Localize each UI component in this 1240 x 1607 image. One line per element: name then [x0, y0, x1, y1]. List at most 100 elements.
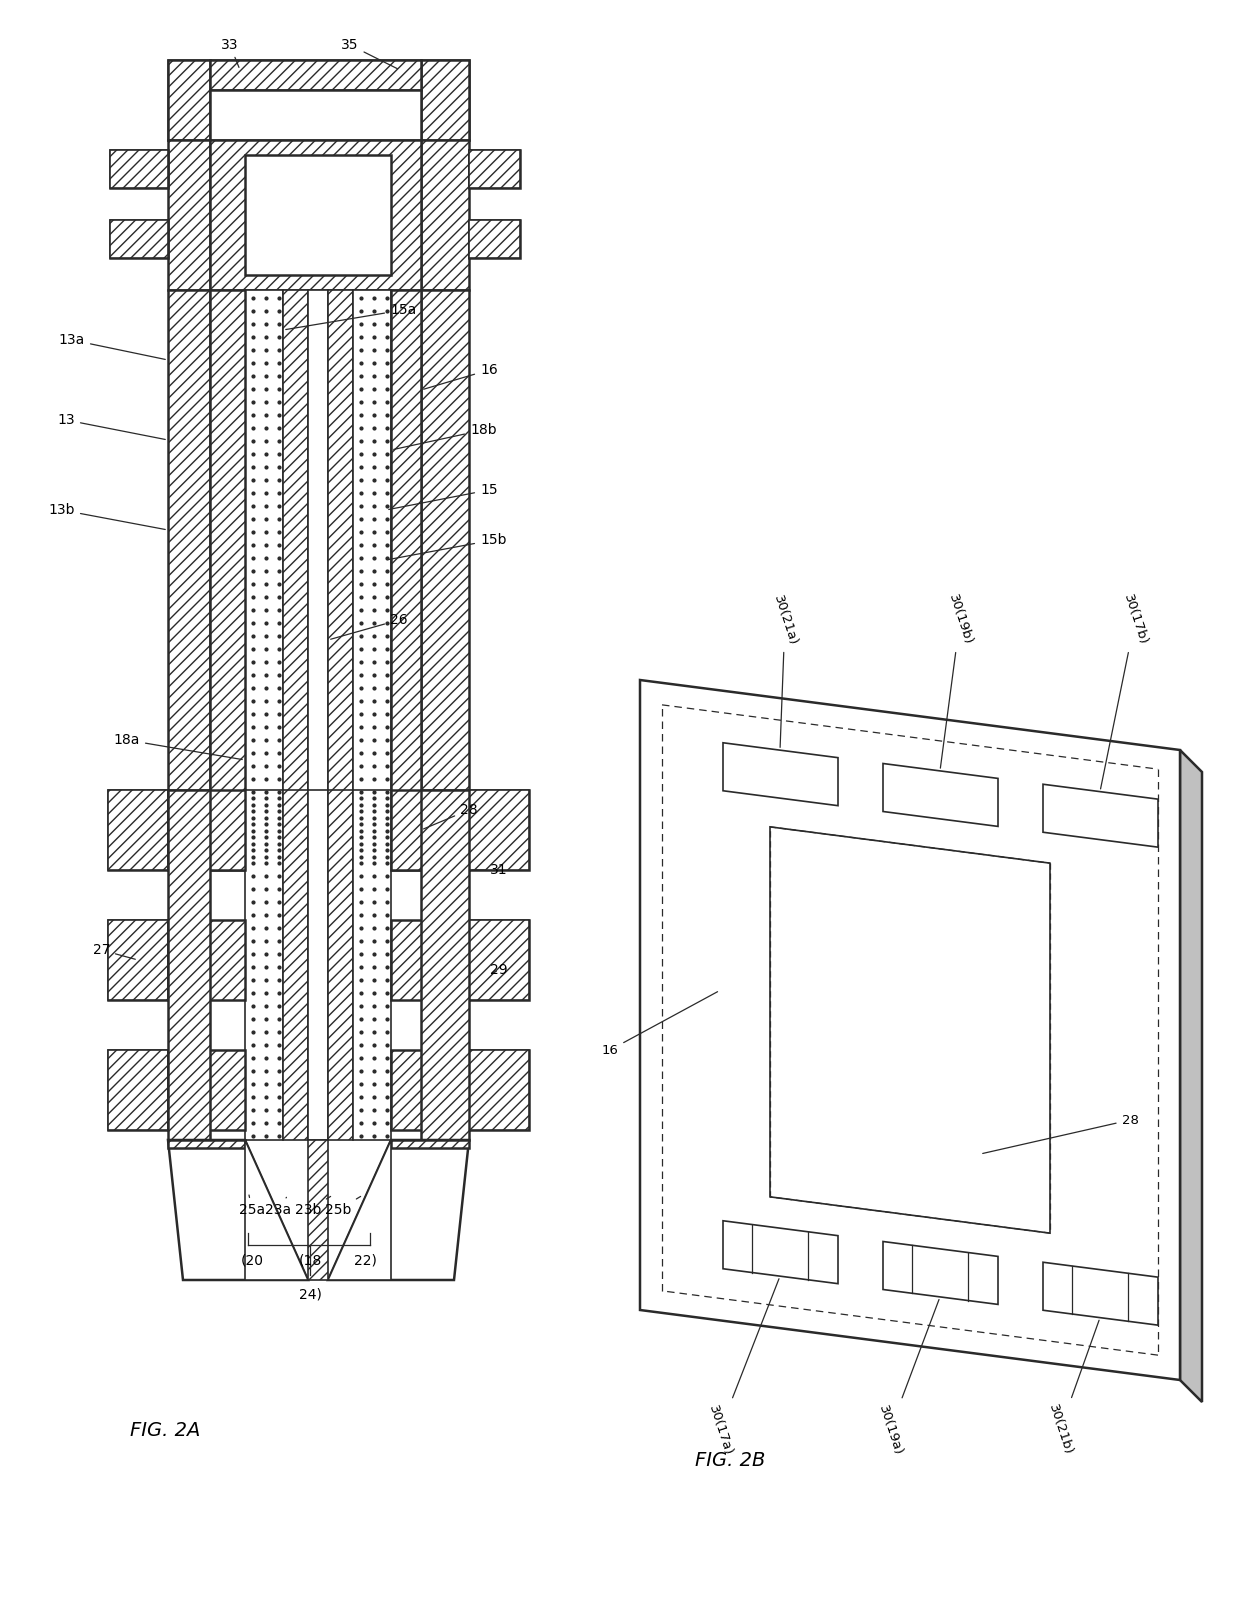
Bar: [422, 59, 469, 140]
Bar: [469, 220, 520, 259]
Polygon shape: [1043, 1261, 1158, 1326]
Bar: [391, 919, 469, 1000]
Text: 24): 24): [299, 1287, 321, 1302]
Bar: [108, 1049, 167, 1130]
Bar: [469, 1049, 529, 1130]
Polygon shape: [329, 1139, 469, 1281]
Bar: [469, 220, 520, 259]
Bar: [422, 791, 469, 1139]
Bar: [469, 791, 529, 869]
Bar: [329, 289, 353, 869]
Text: (20: (20: [241, 1253, 263, 1266]
Text: 35: 35: [341, 39, 398, 69]
Text: FIG. 2A: FIG. 2A: [130, 1421, 200, 1440]
Bar: [108, 919, 167, 1000]
Bar: [110, 220, 167, 259]
Bar: [210, 72, 422, 129]
Bar: [210, 140, 422, 289]
Bar: [283, 289, 308, 869]
Polygon shape: [246, 1139, 308, 1281]
Text: 18a: 18a: [114, 733, 242, 760]
Bar: [329, 791, 353, 1139]
Bar: [469, 149, 520, 188]
Bar: [167, 919, 246, 1000]
Bar: [283, 791, 308, 1139]
Polygon shape: [883, 1242, 998, 1305]
Bar: [469, 919, 529, 1000]
Text: 28: 28: [424, 804, 477, 829]
Bar: [108, 791, 167, 869]
Text: 15b: 15b: [388, 534, 506, 559]
Text: 23a: 23a: [265, 1197, 291, 1216]
Bar: [108, 1049, 167, 1130]
Polygon shape: [770, 828, 1050, 1233]
Text: 16: 16: [601, 992, 718, 1056]
Text: 23b: 23b: [295, 1197, 331, 1216]
Bar: [167, 59, 210, 140]
Bar: [108, 791, 167, 869]
Bar: [110, 149, 167, 188]
Text: 30(21b): 30(21b): [1045, 1321, 1099, 1458]
Bar: [167, 791, 246, 869]
Text: 13b: 13b: [48, 503, 165, 529]
Bar: [469, 1049, 529, 1130]
Bar: [167, 1139, 246, 1147]
Text: 15a: 15a: [285, 304, 417, 329]
Polygon shape: [883, 763, 998, 826]
Text: 22): 22): [353, 1253, 377, 1266]
Bar: [308, 289, 329, 869]
Polygon shape: [308, 1139, 329, 1281]
Bar: [246, 154, 391, 275]
Bar: [210, 289, 246, 869]
Text: 30(19b): 30(19b): [940, 593, 975, 768]
Bar: [422, 289, 469, 869]
Bar: [391, 1139, 469, 1147]
Bar: [108, 919, 167, 1000]
Text: 29: 29: [490, 963, 507, 977]
Polygon shape: [167, 1139, 308, 1281]
Bar: [391, 1049, 469, 1130]
Text: 30(21a): 30(21a): [771, 593, 800, 747]
Text: FIG. 2B: FIG. 2B: [694, 1451, 765, 1469]
Text: 27: 27: [93, 943, 135, 959]
Bar: [167, 59, 469, 140]
Text: 28: 28: [983, 1114, 1138, 1154]
Bar: [210, 90, 422, 140]
Bar: [210, 59, 422, 90]
Polygon shape: [1180, 750, 1202, 1401]
Polygon shape: [640, 680, 1180, 1380]
Bar: [469, 791, 529, 869]
Bar: [167, 140, 210, 289]
Text: 16: 16: [424, 363, 497, 389]
Text: 13: 13: [57, 413, 165, 439]
Text: 25b: 25b: [325, 1197, 361, 1216]
Bar: [469, 919, 529, 1000]
Polygon shape: [723, 1221, 838, 1284]
Polygon shape: [329, 1139, 391, 1281]
Bar: [422, 140, 469, 289]
Text: 30(19a): 30(19a): [875, 1300, 939, 1458]
Bar: [110, 220, 167, 259]
Bar: [353, 791, 391, 1139]
Bar: [167, 289, 210, 869]
Bar: [246, 791, 283, 1139]
Bar: [167, 791, 210, 1139]
Text: 26: 26: [331, 612, 408, 640]
Text: 13a: 13a: [58, 333, 165, 360]
Text: (18: (18: [299, 1253, 321, 1266]
Bar: [391, 791, 469, 869]
Text: 30(17a): 30(17a): [706, 1279, 779, 1458]
Text: 33: 33: [221, 39, 239, 67]
Bar: [167, 1049, 246, 1130]
Text: 18b: 18b: [394, 423, 497, 450]
Bar: [308, 791, 329, 1139]
Text: 31: 31: [471, 863, 507, 877]
Polygon shape: [1043, 784, 1158, 847]
Bar: [469, 149, 520, 188]
Bar: [110, 149, 167, 188]
Bar: [246, 289, 283, 869]
Bar: [391, 289, 422, 869]
Text: 25a: 25a: [239, 1196, 265, 1216]
Bar: [353, 289, 391, 869]
Text: 15: 15: [388, 484, 497, 509]
